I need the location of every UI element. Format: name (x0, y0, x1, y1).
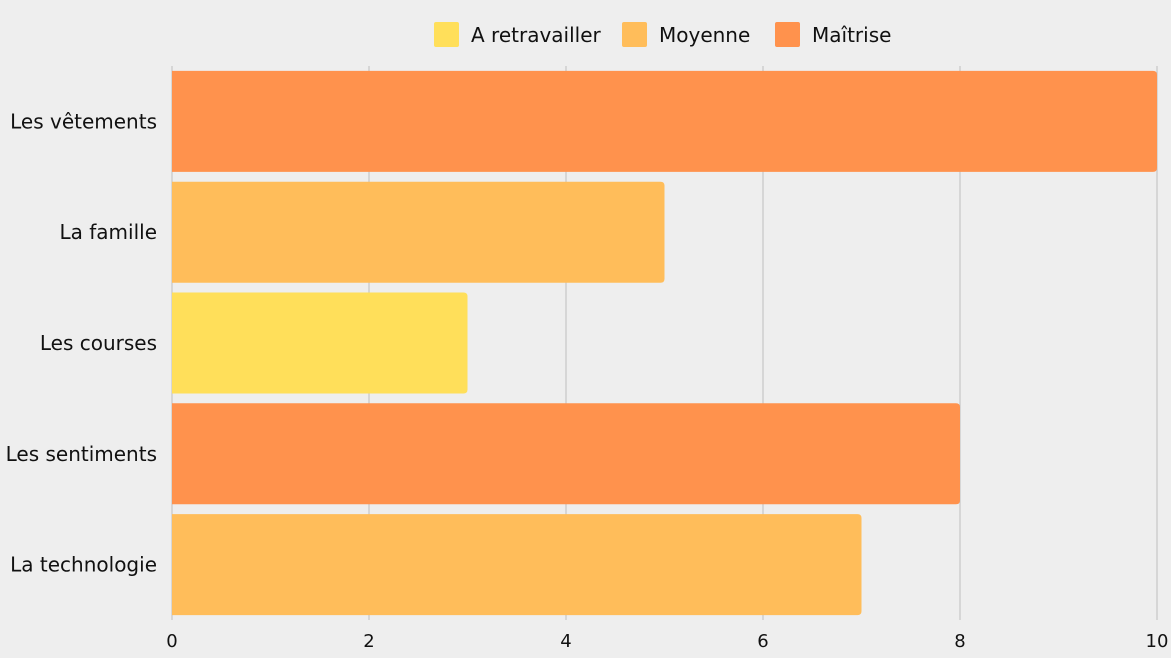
bar (172, 70, 1157, 172)
bar (172, 514, 862, 616)
category-label: Les sentiments (6, 442, 157, 466)
legend-swatch (622, 22, 647, 47)
category-labels: Les vêtements La famille Les courses Les se… (6, 109, 157, 576)
category-label: Les courses (40, 331, 157, 355)
bars (172, 70, 1157, 616)
x-tick-label: 2 (363, 631, 374, 652)
category-label: La famille (59, 220, 157, 244)
legend-label: Maîtrise (812, 23, 891, 47)
bar (172, 403, 960, 505)
x-tick-label: 4 (560, 631, 571, 652)
bar (172, 292, 468, 394)
legend-swatch (434, 22, 459, 47)
x-tick-label: 0 (166, 631, 177, 652)
legend-label: Moyenne (659, 23, 750, 47)
x-tick-label: 6 (757, 631, 768, 652)
x-tick-label: 10 (1146, 631, 1169, 652)
x-tick-label: 8 (954, 631, 965, 652)
legend: A retravailler Moyenne Maîtrise (434, 22, 891, 47)
legend-swatch (775, 22, 800, 47)
category-label: La technologie (10, 553, 157, 577)
x-axis-tick-labels: 0 2 4 6 8 10 (166, 631, 1168, 652)
legend-label: A retravailler (471, 23, 602, 47)
bar (172, 181, 665, 283)
category-label: Les vêtements (10, 109, 157, 133)
